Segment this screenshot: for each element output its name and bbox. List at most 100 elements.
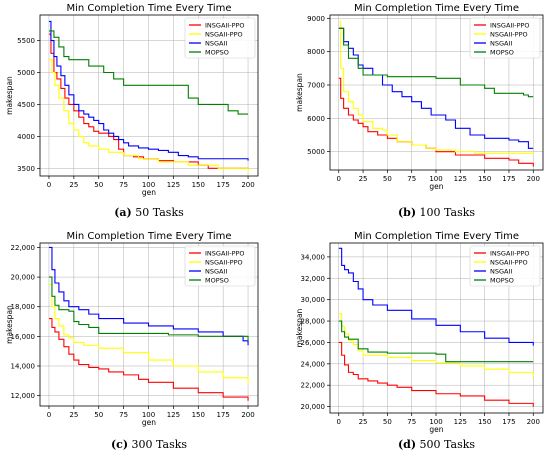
x-axis-label: gen — [142, 188, 156, 197]
caption-text: 500 Tasks — [416, 438, 475, 451]
chart-title: Min Completion Time Every Time — [354, 231, 519, 242]
series-line-nsgaii-ppo — [48, 283, 249, 384]
y-tick-label: 9000 — [307, 15, 325, 23]
y-axis-label: makespan — [295, 73, 304, 112]
x-tick-label: 75 — [119, 181, 128, 189]
x-tick-label: 25 — [69, 411, 78, 419]
caption-letter: (c) — [111, 438, 128, 451]
series-line-nsgaii-ppo — [338, 313, 534, 377]
chart-title: Min Completion Time Every Time — [66, 3, 231, 14]
y-tick-label: 14,000 — [11, 362, 36, 370]
plot-frame — [329, 242, 544, 414]
y-tick-label: 30,000 — [301, 296, 326, 304]
legend-box — [184, 17, 256, 59]
y-tick-label: 5500 — [17, 37, 35, 45]
x-tick-label: 75 — [407, 175, 416, 183]
series-line-mopso — [338, 320, 534, 363]
x-tick-label: 50 — [383, 418, 392, 426]
panel-caption: (c) 300 Tasks — [111, 438, 187, 451]
x-tick-label: 75 — [119, 411, 128, 419]
series-line-insgaii-ppo — [48, 318, 249, 401]
legend-entry: MOPSO — [205, 48, 229, 56]
plot-frame — [39, 14, 259, 177]
x-tick-label: 150 — [478, 418, 491, 426]
legend-entry: MOPSO — [490, 276, 514, 284]
y-tick-label: 5000 — [307, 148, 325, 156]
y-tick-label: 3500 — [17, 165, 35, 173]
x-tick-label: 175 — [216, 181, 229, 189]
legend-entry: NSGAII-PPO — [490, 258, 528, 266]
caption-letter: (d) — [398, 438, 416, 451]
y-tick-label: 32,000 — [301, 275, 326, 283]
series-line-nsgaii-ppo — [48, 59, 249, 173]
x-tick-label: 50 — [383, 175, 392, 183]
series-line-mopso — [48, 30, 249, 115]
series-line-insgaii-ppo — [48, 33, 249, 170]
legend-entry: NSGAII — [490, 39, 512, 47]
series-line-insgaii-ppo — [338, 77, 534, 167]
series-line-mopso — [338, 27, 534, 98]
x-tick-label: 25 — [359, 418, 368, 426]
legend-entry: NSGAII-PPO — [490, 30, 528, 38]
y-tick-label: 24,000 — [301, 360, 326, 368]
legend-entry: INSGAII-PPO — [205, 249, 245, 257]
x-tick-label: 0 — [47, 181, 51, 189]
legend-entry: NSGAII-PPO — [205, 258, 243, 266]
y-tick-label: 8000 — [307, 48, 325, 56]
plot-frame — [329, 14, 544, 171]
y-tick-label: 28,000 — [301, 318, 326, 326]
y-tick-label: 5000 — [17, 69, 35, 77]
legend-entry: NSGAII — [490, 267, 512, 275]
x-tick-label: 25 — [69, 181, 78, 189]
legend-entry: NSGAII — [205, 267, 227, 275]
y-axis-label: makespan — [5, 76, 14, 115]
x-tick-label: 0 — [337, 175, 341, 183]
legend-entry: MOPSO — [205, 276, 229, 284]
legend-box — [184, 245, 256, 287]
legend-entry: INSGAII-PPO — [205, 21, 245, 29]
x-tick-label: 0 — [337, 418, 341, 426]
chart-title: Min Completion Time Every Time — [354, 3, 519, 14]
chart-panel-2: Min Completion Time Every Time 0 25 50 75 100… — [295, 3, 544, 219]
panel-caption: (b) 100 Tasks — [398, 206, 475, 219]
x-tick-label: 175 — [502, 175, 515, 183]
x-tick-label: 75 — [407, 418, 416, 426]
panel-caption: (a) 50 Tasks — [114, 206, 184, 219]
x-axis-label: gen — [142, 418, 156, 427]
x-tick-label: 175 — [502, 418, 515, 426]
legend-box — [469, 245, 541, 287]
legend-entry: NSGAII — [205, 39, 227, 47]
x-tick-label: 0 — [47, 411, 51, 419]
y-tick-label: 26,000 — [301, 339, 326, 347]
series-line-nsgaii — [338, 27, 534, 149]
panel-caption: (d) 500 Tasks — [398, 438, 475, 451]
legend-entry: MOPSO — [490, 48, 514, 56]
caption-letter: (b) — [398, 206, 416, 219]
y-axis-label: makespan — [295, 308, 304, 347]
x-tick-label: 125 — [167, 411, 180, 419]
legend-box — [469, 17, 541, 59]
series-line-insgaii-ppo — [338, 341, 534, 407]
y-tick-label: 6000 — [307, 115, 325, 123]
series-line-nsgaii — [48, 246, 249, 346]
caption-text: 300 Tasks — [128, 438, 187, 451]
chart-panel-1: Min Completion Time Every Time 0 25 50 75 100… — [5, 3, 259, 219]
y-tick-label: 20,000 — [301, 403, 326, 411]
x-axis-label: gen — [429, 425, 443, 434]
x-tick-label: 200 — [527, 175, 540, 183]
series-line-nsgaii — [338, 247, 534, 346]
x-tick-label: 25 — [359, 175, 368, 183]
x-tick-label: 200 — [527, 418, 540, 426]
y-tick-label: 4000 — [17, 133, 35, 141]
series-line-mopso — [48, 276, 249, 341]
x-tick-label: 200 — [241, 181, 254, 189]
chart-panel-3: Min Completion Time Every Time 0 25 50 75 100… — [5, 231, 259, 451]
y-tick-label: 16,000 — [11, 333, 36, 341]
chart-title: Min Completion Time Every Time — [66, 231, 231, 242]
y-tick-label: 12,000 — [11, 392, 36, 400]
y-tick-label: 22,000 — [301, 382, 326, 390]
y-axis-label: makespan — [5, 305, 14, 344]
x-tick-label: 150 — [192, 181, 205, 189]
y-tick-label: 34,000 — [301, 253, 326, 261]
